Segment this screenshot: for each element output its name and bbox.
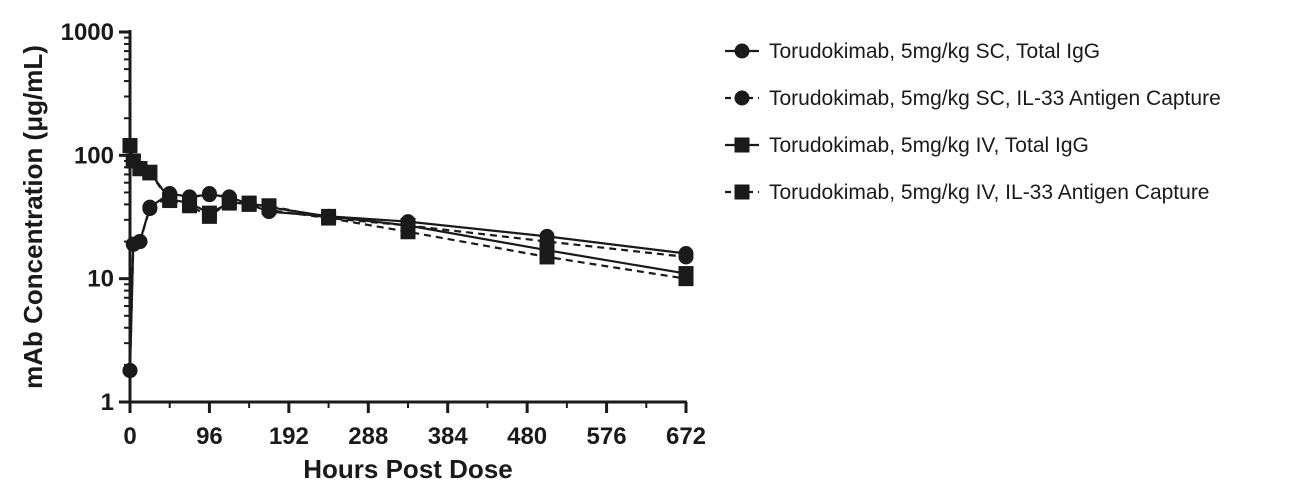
y-axis-title: mAb Concentration (μg/mL) [18, 45, 48, 389]
y-tick-label: 1000 [61, 19, 114, 46]
x-tick-label: 480 [507, 423, 547, 450]
legend-item-1: Torudokimab, 5mg/kg SC, Total IgG [725, 40, 1100, 63]
legend-label: Torudokimab, 5mg/kg IV, Total IgG [769, 134, 1089, 157]
legend-label: Torudokimab, 5mg/kg SC, Total IgG [769, 40, 1100, 63]
data-point [678, 249, 694, 265]
x-tick-label: 192 [269, 423, 309, 450]
data-point [321, 210, 337, 226]
legend-marker [734, 43, 750, 59]
data-point [400, 224, 416, 240]
legend-label: Torudokimab, 5mg/kg SC, IL-33 Antigen Ca… [769, 87, 1221, 110]
data-point [539, 249, 555, 265]
x-tick-label: 0 [123, 423, 136, 450]
x-tick-label: 288 [348, 423, 388, 450]
data-point [201, 208, 217, 224]
data-point [241, 196, 257, 212]
data-point [162, 193, 178, 209]
plot-area [122, 138, 694, 379]
legend-label: Torudokimab, 5mg/kg IV, IL-33 Antigen Ca… [769, 181, 1210, 204]
legend-item-4: Torudokimab, 5mg/kg IV, IL-33 Antigen Ca… [725, 181, 1210, 204]
legend-item-3: Torudokimab, 5mg/kg IV, Total IgG [725, 134, 1089, 157]
y-tick-label: 10 [87, 266, 114, 293]
legend-item-2: Torudokimab, 5mg/kg SC, IL-33 Antigen Ca… [725, 87, 1221, 110]
x-tick-label: 672 [666, 423, 706, 450]
axes: 1 10 100 1000 0 96 192 288 384 480 576 672 [61, 19, 706, 450]
data-point [678, 271, 694, 287]
data-point [132, 234, 148, 250]
legend-marker [734, 90, 750, 106]
data-point [182, 198, 198, 214]
legend-marker [734, 137, 750, 153]
x-axis-title: Hours Post Dose [303, 454, 513, 484]
series-4 [122, 138, 694, 287]
data-point [221, 194, 237, 210]
data-point [261, 198, 277, 214]
data-point [201, 186, 217, 202]
x-tick-label: 96 [196, 423, 223, 450]
x-tick-label: 576 [587, 423, 627, 450]
legend-marker [734, 184, 750, 200]
legend: Torudokimab, 5mg/kg SC, Total IgG Torudok… [725, 40, 1221, 204]
y-tick-label: 100 [74, 142, 114, 169]
y-tick-label: 1 [101, 389, 114, 416]
data-point [142, 165, 158, 181]
x-tick-label: 384 [428, 423, 469, 450]
data-point [142, 201, 158, 217]
